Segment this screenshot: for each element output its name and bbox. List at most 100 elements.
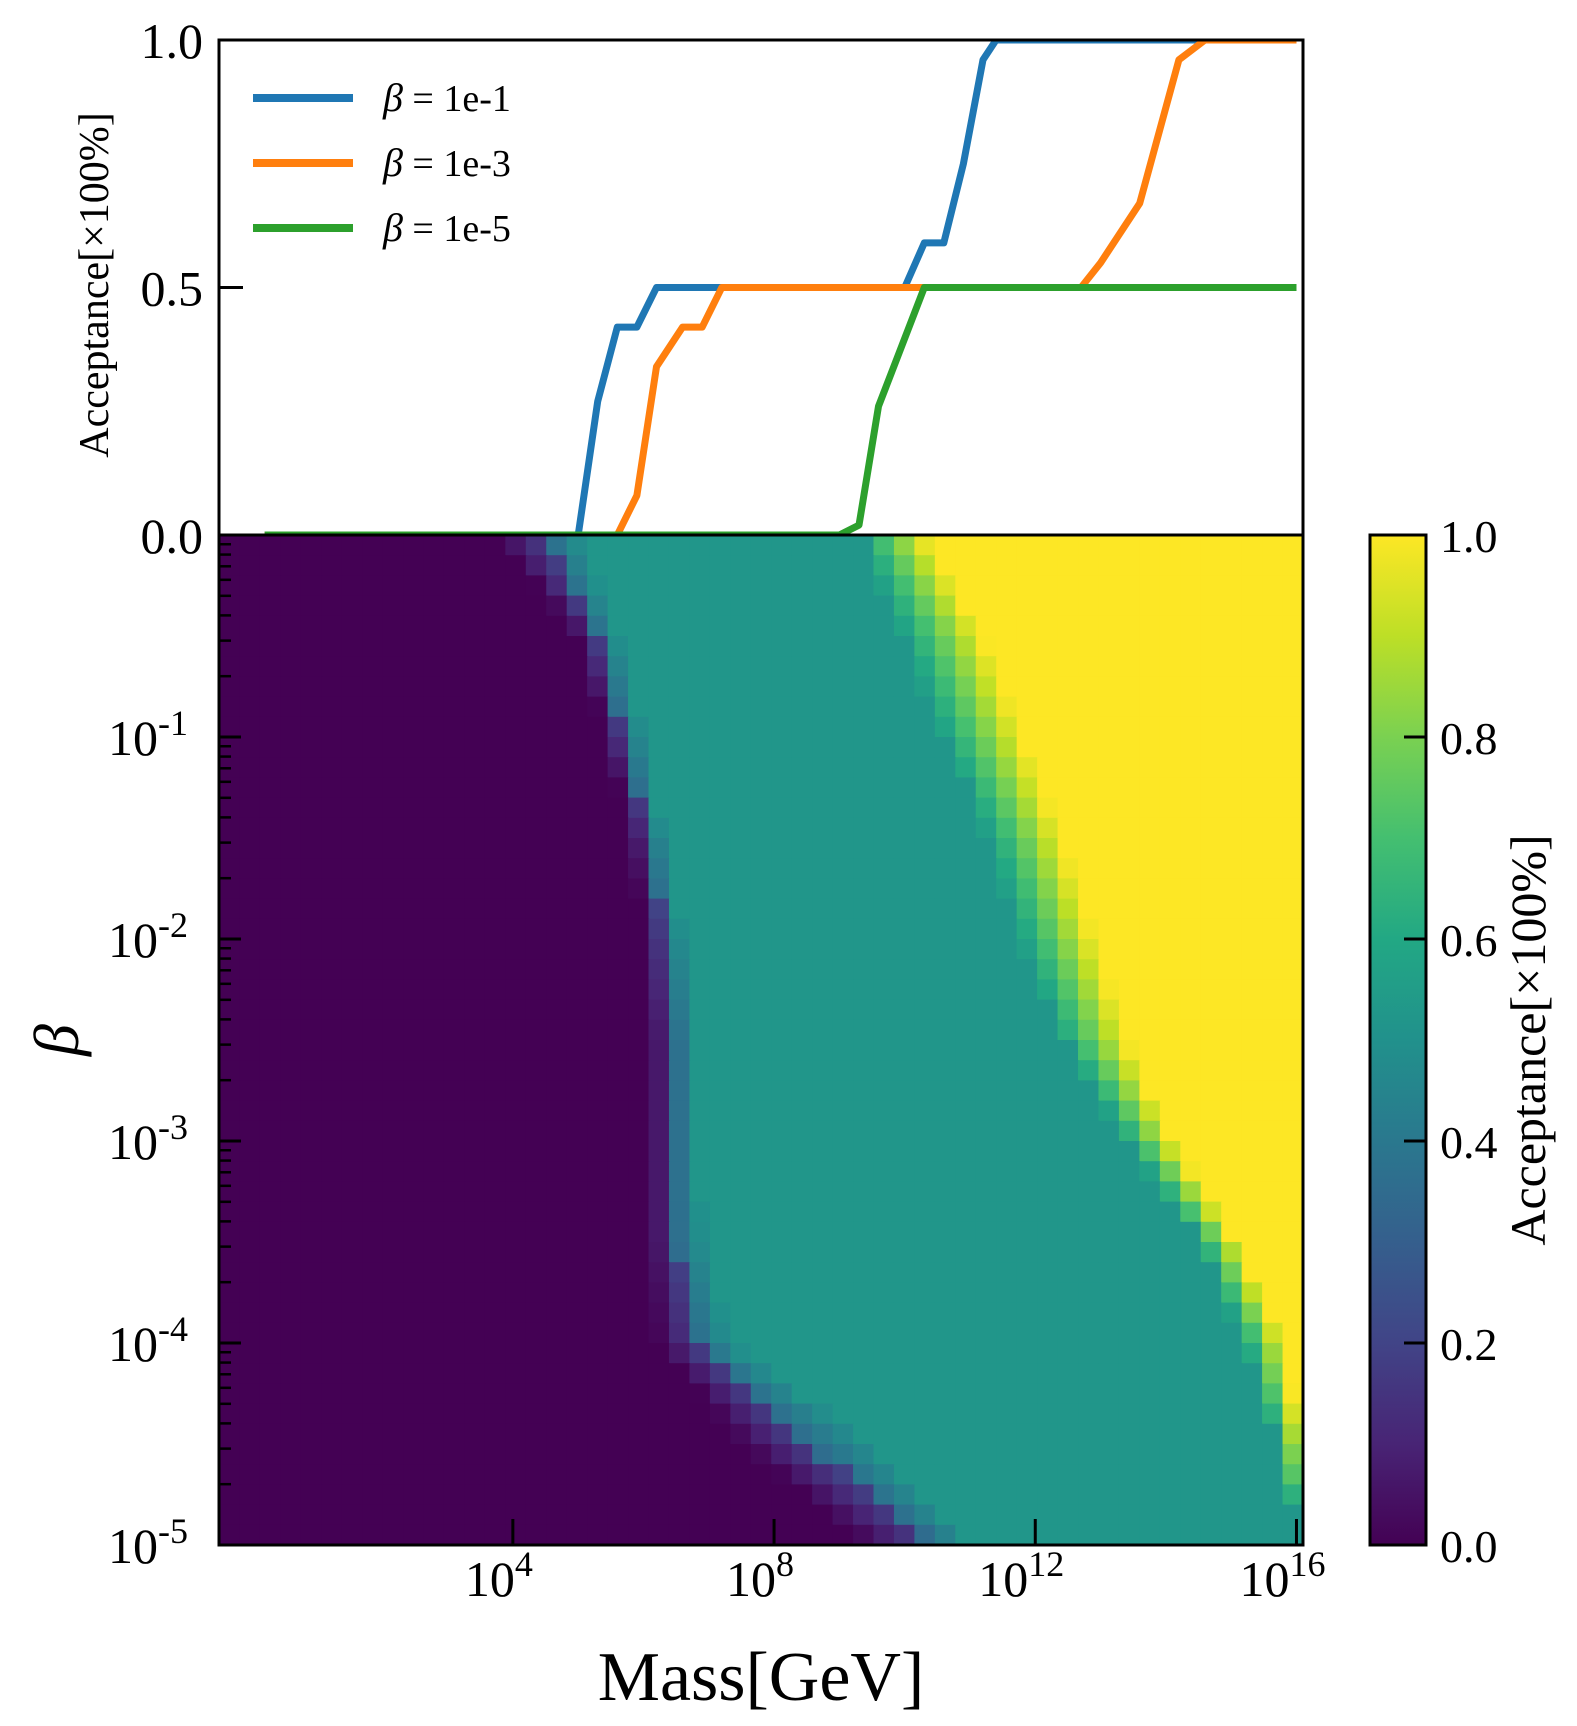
heatmap-cell	[628, 716, 650, 738]
heatmap-cell	[219, 1181, 241, 1203]
heatmap-cell	[403, 535, 425, 556]
heatmap-cell	[341, 1080, 363, 1102]
heatmap-cell	[362, 797, 384, 819]
heatmap-cell	[771, 1464, 793, 1486]
heatmap-cell	[300, 1383, 323, 1405]
heatmap-cell	[730, 555, 752, 577]
heatmap-cell	[853, 615, 875, 637]
y-tick-exponent: -1	[158, 703, 188, 743]
heatmap-cell	[709, 1161, 732, 1183]
heatmap-cell	[812, 777, 834, 799]
heatmap-cell	[219, 979, 241, 1001]
heatmap-cell	[648, 656, 670, 678]
heatmap-cell	[1282, 777, 1303, 799]
heatmap-cell	[730, 918, 752, 940]
x-tick-base: 10	[726, 1551, 776, 1607]
heatmap-cell	[893, 777, 916, 799]
heatmap-cell	[1139, 1504, 1161, 1526]
heatmap-cell	[628, 1060, 650, 1082]
heatmap-cell	[893, 575, 916, 597]
heatmap-cell	[566, 797, 588, 819]
heatmap-cell	[1180, 1343, 1202, 1364]
heatmap-cell	[362, 757, 384, 779]
heatmap-cell	[423, 918, 445, 940]
heatmap-cell	[1221, 757, 1243, 779]
heatmap-cell	[1098, 1161, 1120, 1183]
heatmap-cell	[403, 858, 425, 880]
heatmap-cell	[362, 1302, 384, 1324]
heatmap-cell	[587, 656, 609, 678]
heatmap-cell	[812, 1181, 834, 1203]
heatmap-cell	[300, 1282, 323, 1304]
heatmap-cell	[382, 1100, 404, 1122]
heatmap-cell	[321, 716, 343, 738]
heatmap-cell	[321, 959, 343, 981]
heatmap-cell	[1180, 737, 1202, 758]
heatmap-cell	[341, 797, 363, 819]
heatmap-cell	[750, 959, 773, 981]
heatmap-cell	[1241, 575, 1263, 597]
heatmap-cell	[1262, 737, 1284, 758]
heatmap-cell	[321, 1161, 343, 1183]
heatmap-cell	[771, 615, 793, 637]
heatmap-cell	[239, 1040, 261, 1061]
heatmap-cell	[1221, 1322, 1243, 1344]
heatmap-cell	[484, 1423, 507, 1445]
heatmap-cell	[750, 838, 773, 859]
heatmap-cell	[1118, 1242, 1141, 1263]
heatmap-cell	[771, 1019, 793, 1041]
heatmap-cell	[955, 1464, 977, 1486]
heatmap-cell	[1078, 1302, 1100, 1324]
heatmap-cell	[1016, 777, 1038, 799]
heatmap-cell	[239, 676, 261, 698]
heatmap-cell	[362, 1242, 384, 1263]
heatmap-cell	[1016, 817, 1038, 839]
heatmap-cell	[628, 1484, 650, 1506]
heatmap-cell	[1118, 555, 1141, 577]
heatmap-cell	[975, 1141, 997, 1162]
heatmap-cell	[280, 636, 302, 657]
heatmap-cell	[873, 1201, 895, 1223]
heatmap-cell	[1180, 979, 1202, 1001]
heatmap-cell	[464, 979, 486, 1001]
heatmap-cell	[382, 777, 404, 799]
heatmap-cell	[689, 696, 711, 718]
heatmap-cell	[259, 716, 282, 738]
heatmap-cell	[996, 999, 1018, 1021]
heatmap-cell	[996, 1322, 1018, 1344]
heatmap-cell	[791, 716, 813, 738]
heatmap-cell	[996, 555, 1018, 577]
heatmap-cell	[525, 716, 548, 738]
heatmap-cell	[1262, 939, 1284, 960]
heatmap-cell	[443, 1322, 466, 1344]
heatmap-cell	[484, 1100, 507, 1122]
heatmap-cell	[423, 1524, 445, 1545]
heatmap-cell	[1262, 1484, 1284, 1506]
heatmap-cell	[423, 555, 445, 577]
heatmap-cell	[914, 615, 936, 637]
heatmap-cell	[1057, 1181, 1079, 1203]
heatmap-cell	[525, 1282, 548, 1304]
heatmap-cell	[1016, 858, 1038, 880]
heatmap-cell	[975, 636, 997, 657]
heatmap-cell	[1118, 1262, 1141, 1284]
heatmap-cell	[566, 898, 588, 920]
y-tick-label: 10-4	[108, 1309, 188, 1372]
heatmap-cell	[219, 898, 241, 920]
heatmap-cell	[546, 1282, 568, 1304]
heatmap-cell	[893, 1302, 916, 1324]
heatmap-cell	[628, 979, 650, 1001]
heatmap-cell	[1118, 595, 1141, 617]
heatmap-cell	[853, 1181, 875, 1203]
heatmap-cell	[382, 1423, 404, 1445]
heatmap-cell	[587, 575, 609, 597]
heatmap-cell	[403, 939, 425, 960]
heatmap-cell	[1016, 1120, 1038, 1142]
heatmap-cell	[1282, 757, 1303, 779]
heatmap-cell	[1262, 1201, 1284, 1223]
heatmap-cell	[219, 1040, 241, 1061]
heatmap-cell	[853, 797, 875, 819]
heatmap-cell	[607, 1403, 629, 1425]
heatmap-cell	[280, 999, 302, 1021]
heatmap-cell	[914, 1383, 936, 1405]
